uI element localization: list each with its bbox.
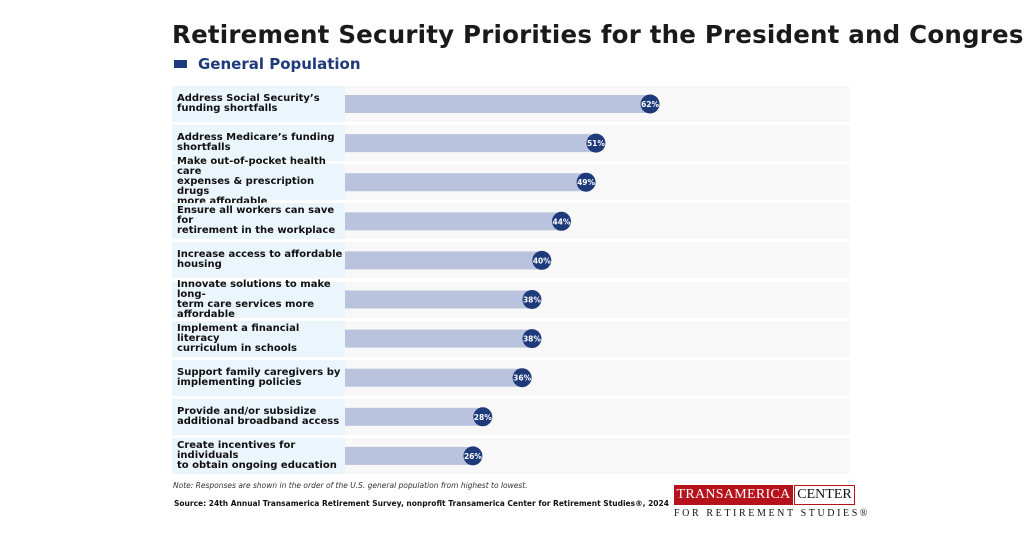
category-label-bg bbox=[172, 125, 345, 162]
category-label-bg bbox=[172, 398, 345, 435]
category-label: Innovate solutions to make long-term car… bbox=[177, 278, 345, 320]
data-label: 38% bbox=[523, 335, 541, 344]
logo-subtitle: FOR RETIREMENT STUDIES® bbox=[674, 508, 871, 519]
category-label-bg bbox=[172, 164, 345, 201]
chart-note: Note: Responses are shown in the order o… bbox=[173, 481, 528, 490]
category-label-line: Create incentives for individuals bbox=[177, 439, 296, 461]
bar bbox=[345, 134, 596, 153]
category-label-line: Innovate solutions to make long- bbox=[177, 278, 331, 300]
value-badge bbox=[551, 211, 571, 231]
logo-word-transamerica: TRANSAMERICA bbox=[674, 485, 793, 505]
category-label-line: to obtain ongoing education bbox=[177, 459, 337, 471]
data-label: 28% bbox=[474, 413, 492, 422]
value-badge bbox=[463, 446, 483, 466]
category-label: Implement a financial literacy curriculum… bbox=[177, 321, 345, 357]
category-label-line: Ensure all workers can save for bbox=[177, 205, 335, 227]
category-label-line: Address Medicare’s funding bbox=[177, 132, 335, 144]
transamerica-center-logo: TRANSAMERICA CENTER FOR RETIREMENT STUDI… bbox=[674, 485, 871, 519]
category-label: Ensure all workers can save for retiremen… bbox=[177, 203, 345, 239]
value-badge bbox=[512, 368, 532, 388]
data-label: 36% bbox=[513, 374, 531, 383]
data-label: 40% bbox=[533, 256, 551, 265]
category-label-line: Address Social Security’s bbox=[177, 93, 320, 104]
category-label-bg bbox=[172, 359, 345, 396]
value-badge bbox=[473, 407, 493, 427]
category-label-line: Support family caregivers by bbox=[177, 366, 341, 378]
category-label-line: additional broadband access bbox=[177, 415, 340, 427]
value-badge bbox=[586, 133, 606, 153]
category-label-bg bbox=[172, 86, 345, 122]
category-label: Make out-of-pocket health care expenses &… bbox=[177, 157, 345, 207]
bar bbox=[345, 368, 523, 387]
category-label: Address Medicare’s funding shortfalls bbox=[177, 125, 345, 161]
bar bbox=[345, 251, 542, 270]
category-label-line: term care services more affordable bbox=[177, 298, 315, 320]
value-badge bbox=[522, 329, 542, 349]
category-label: Provide and/or subsidize additional broad… bbox=[177, 399, 345, 435]
legend: General Population bbox=[174, 54, 361, 74]
value-badge bbox=[532, 250, 552, 270]
category-label-bg bbox=[172, 203, 345, 240]
bar bbox=[345, 173, 587, 192]
bar bbox=[345, 290, 532, 309]
category-label-line: Increase access to affordable bbox=[177, 249, 343, 261]
data-label: 49% bbox=[577, 178, 595, 187]
value-badge bbox=[522, 290, 542, 309]
bar bbox=[345, 212, 562, 231]
category-label-line: shortfalls bbox=[177, 142, 231, 154]
category-label-line: housing bbox=[177, 259, 222, 271]
category-label: Address Social Security’s funding shortfa… bbox=[177, 86, 345, 122]
category-label-line: Provide and/or subsidize bbox=[177, 405, 317, 417]
data-label: 62% bbox=[641, 100, 659, 109]
value-badge bbox=[640, 94, 660, 114]
category-label: Increase access to affordable housing bbox=[177, 242, 345, 278]
category-label-line: curriculum in schools bbox=[177, 342, 297, 354]
category-label-bg bbox=[172, 242, 345, 279]
data-label: 51% bbox=[587, 139, 605, 148]
category-label-line: more affordable bbox=[177, 196, 268, 208]
category-label-line: Implement a financial literacy bbox=[177, 322, 300, 344]
category-label-bg bbox=[172, 437, 345, 474]
legend-label: General Population bbox=[198, 55, 361, 73]
chart-source: Source: 24th Annual Transamerica Retirem… bbox=[174, 499, 669, 508]
value-badge bbox=[576, 172, 596, 192]
category-label: Support family caregivers by implementing… bbox=[177, 360, 345, 396]
data-label: 38% bbox=[523, 296, 541, 305]
category-label-line: Make out-of-pocket health care bbox=[177, 156, 326, 178]
legend-swatch bbox=[174, 60, 187, 68]
category-label-line: funding shortfalls bbox=[177, 103, 278, 114]
bar bbox=[345, 329, 532, 348]
category-label-bg bbox=[172, 320, 345, 357]
category-label-line: implementing policies bbox=[177, 376, 302, 388]
category-label-line: expenses & prescription drugs bbox=[177, 176, 315, 198]
bar bbox=[345, 407, 483, 426]
bar bbox=[345, 95, 651, 113]
category-label-line: retirement in the workplace bbox=[177, 225, 336, 237]
data-label: 26% bbox=[464, 452, 482, 461]
category-label: Create incentives for individuals to obta… bbox=[177, 438, 345, 474]
category-label-bg bbox=[172, 281, 345, 318]
bar bbox=[345, 446, 473, 465]
logo-word-center: CENTER bbox=[794, 485, 855, 505]
data-label: 44% bbox=[553, 217, 571, 226]
